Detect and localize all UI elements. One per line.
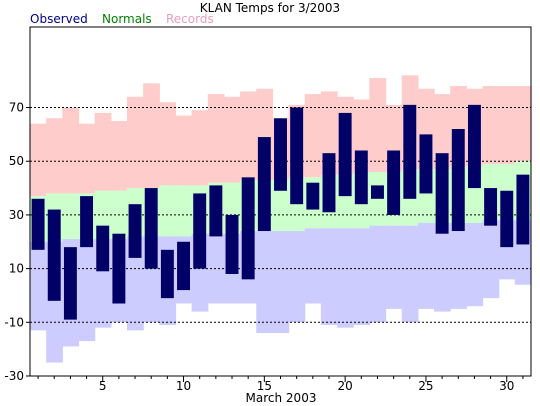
record-low-band	[434, 222, 451, 312]
legend-observed: Observed	[30, 12, 88, 26]
observed-bar	[371, 185, 384, 199]
observed-bar	[354, 150, 368, 205]
x-tick-label: 20	[338, 379, 353, 393]
record-high-band	[304, 94, 322, 178]
x-tick-label: 25	[418, 379, 433, 393]
record-low-band	[30, 241, 47, 331]
record-high-band	[143, 83, 160, 189]
observed-bar	[209, 185, 223, 237]
observed-bar	[257, 137, 271, 232]
record-high-band	[498, 86, 516, 164]
record-high-band	[240, 91, 257, 181]
record-low-band	[288, 231, 306, 323]
observed-bar	[306, 182, 320, 210]
observed-bar	[112, 233, 126, 304]
record-low-band	[369, 225, 387, 323]
y-tick-label: 70	[9, 101, 24, 115]
x-tick-label: 5	[99, 379, 107, 393]
record-low-band	[78, 239, 96, 342]
y-tick-label: 50	[9, 154, 24, 168]
y-tick-label: 30	[9, 208, 24, 222]
record-low-band	[126, 236, 144, 331]
x-tick-label: 15	[257, 379, 272, 393]
normal-band	[175, 185, 193, 237]
record-high-band	[223, 96, 241, 183]
record-low-band	[353, 228, 370, 325]
record-high-band	[46, 118, 63, 194]
observed-bar	[241, 177, 255, 280]
observed-bar	[467, 104, 481, 189]
axes: -30 -10 10 30 50 70 5 10 15 20 25 30	[4, 26, 532, 393]
legend-records: Records	[166, 12, 214, 26]
record-low-band	[320, 228, 338, 325]
observed-bar	[225, 214, 239, 274]
record-high-band	[514, 86, 532, 162]
normal-band	[369, 171, 387, 226]
legend-normals: Normals	[102, 12, 152, 26]
record-high-band	[207, 94, 225, 183]
observed-bar	[128, 204, 142, 258]
normal-band	[62, 193, 80, 240]
observed-bar	[177, 241, 190, 291]
record-low-band	[450, 222, 467, 309]
record-high-band	[159, 102, 177, 186]
x-axis-label: March 2003	[246, 391, 317, 405]
record-high-band	[110, 120, 128, 191]
record-low-band	[207, 233, 225, 304]
record-low-band	[304, 228, 322, 304]
observed-bar	[451, 129, 465, 232]
record-low-band	[401, 225, 419, 323]
observed-bar	[516, 174, 530, 245]
observed-bar	[63, 247, 77, 320]
observed-bar	[387, 150, 401, 215]
record-low-band	[466, 222, 484, 307]
observed-bar	[338, 112, 352, 197]
observed-bar	[435, 153, 449, 234]
x-tick-label: 30	[499, 379, 514, 393]
record-high-band	[191, 110, 209, 186]
observed-bar	[484, 188, 498, 226]
record-high-band	[175, 115, 193, 186]
observed-bar	[274, 118, 287, 191]
observed-bar	[96, 225, 110, 272]
observed-bar	[31, 198, 45, 250]
observed-bar	[80, 196, 94, 248]
record-high-band	[434, 94, 451, 170]
record-low-band	[337, 228, 354, 328]
record-high-band	[482, 86, 500, 164]
record-low-band	[482, 220, 500, 299]
observed-bar	[47, 209, 61, 301]
record-low-band	[272, 231, 290, 334]
observed-bar	[500, 190, 514, 248]
record-high-band	[94, 112, 112, 191]
record-high-band	[126, 96, 144, 189]
observed-bar	[144, 188, 158, 269]
record-low-band	[256, 231, 274, 334]
observed-bar	[322, 153, 336, 213]
y-tick-label: 10	[9, 262, 24, 276]
observed-bar	[290, 107, 304, 205]
normal-band	[272, 180, 290, 232]
record-high-band	[78, 123, 96, 194]
observed-bar	[160, 249, 174, 299]
x-tick-label: 10	[176, 379, 191, 393]
record-low-band	[385, 225, 403, 309]
chart-title: KLAN Temps for 3/2003	[200, 1, 340, 15]
observed-bar	[419, 134, 433, 194]
record-low-band	[417, 222, 435, 309]
y-tick-label: -10	[4, 315, 24, 329]
y-tick-label: -30	[4, 369, 24, 383]
observed-bar	[403, 104, 417, 199]
observed-bars	[31, 104, 530, 320]
normal-band	[159, 185, 177, 237]
record-high-band	[62, 107, 80, 194]
record-high-band	[369, 78, 387, 172]
record-high-band	[30, 123, 47, 197]
observed-bar	[193, 193, 207, 269]
